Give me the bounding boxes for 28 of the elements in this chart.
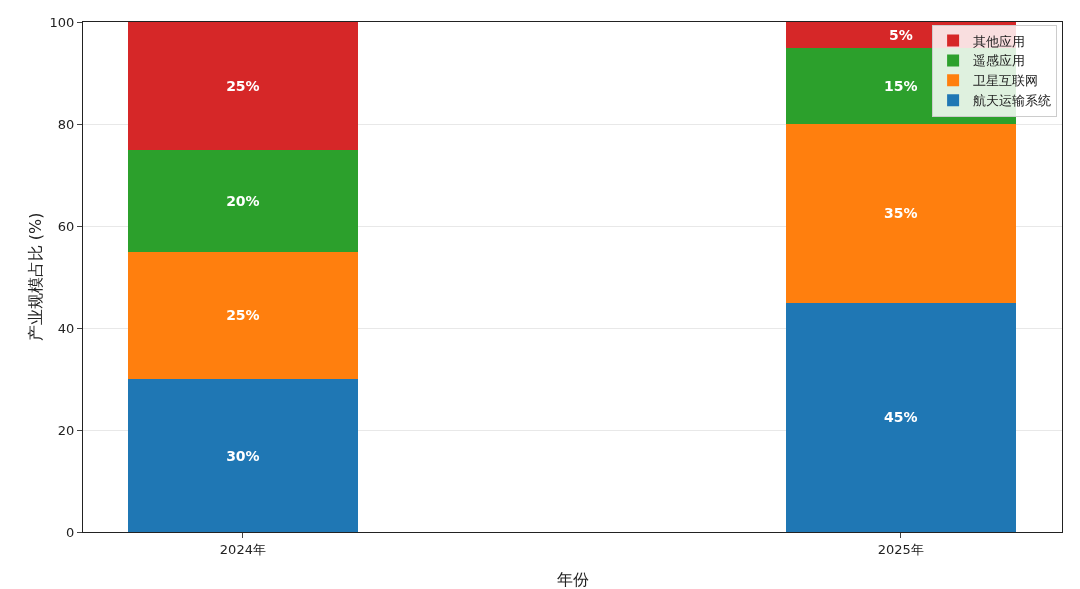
x-tick-label: 2024年 <box>219 541 266 557</box>
data-label: 20% <box>226 192 260 209</box>
y-tick-label: 40 <box>57 320 75 336</box>
data-label: 5% <box>888 26 913 43</box>
y-axis-title: 产业规模占比 (%) <box>26 212 45 342</box>
legend-label: 卫星互联网 <box>973 73 1039 89</box>
data-label: 30% <box>226 447 260 464</box>
bar <box>785 124 1016 303</box>
y-tick-label: 80 <box>57 116 75 132</box>
data-label: 15% <box>884 77 918 94</box>
data-label: 25% <box>226 307 260 324</box>
legend-label: 遥感应用 <box>973 53 1026 69</box>
y-tick-label: 0 <box>66 524 75 540</box>
data-label: 45% <box>884 409 918 426</box>
bar <box>127 149 359 252</box>
legend-label: 其他应用 <box>973 33 1026 49</box>
y-tick-label: 100 <box>49 14 75 30</box>
x-axis-title: 年份 <box>556 570 589 589</box>
data-label: 35% <box>884 205 918 222</box>
data-label: 25% <box>226 77 260 94</box>
y-tick-label: 60 <box>57 218 75 234</box>
bar <box>127 251 359 379</box>
bar <box>127 379 359 532</box>
legend-label: 航天运输系统 <box>973 93 1052 109</box>
x-tick-label: 2025年 <box>877 541 924 557</box>
bar <box>785 302 1016 532</box>
bar <box>127 22 359 150</box>
y-tick-label: 20 <box>57 422 75 438</box>
